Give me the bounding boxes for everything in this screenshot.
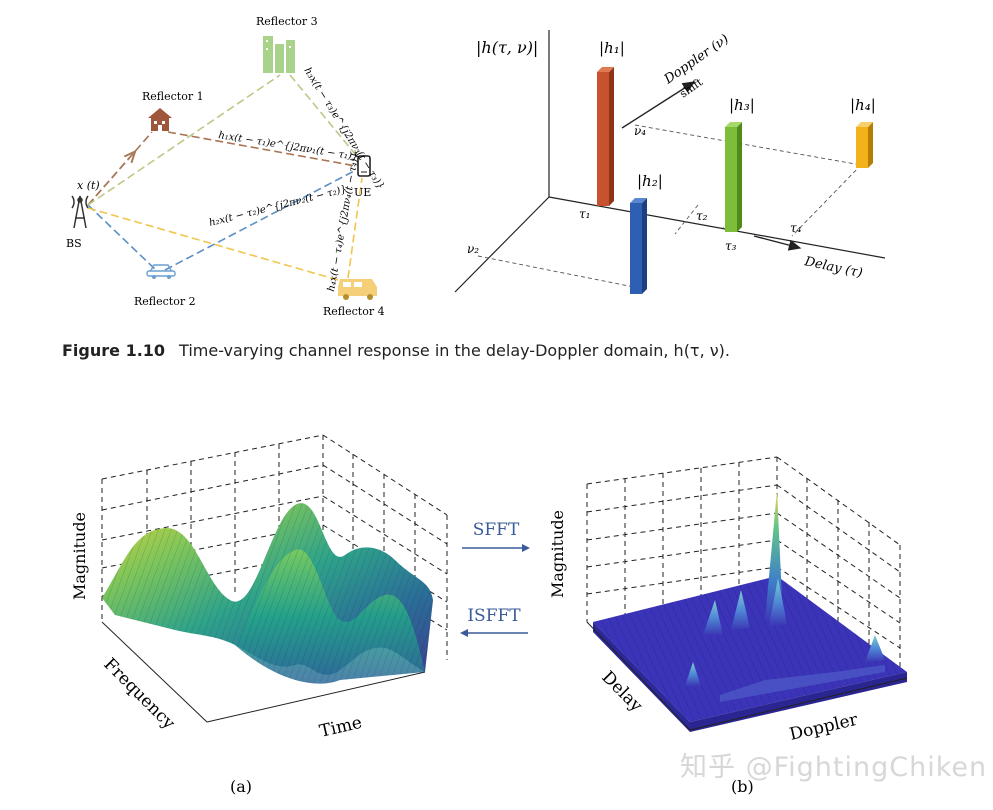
isfft-arrow — [460, 629, 528, 637]
path-label-4: h₄x(t − τ₄)e^{j2πν₄(t − τ₄)} — [326, 151, 361, 292]
base-station-icon — [71, 195, 89, 229]
delay-arrow — [753, 235, 802, 251]
path-reflector-1 — [87, 131, 357, 206]
delay-axis-label: Delay (τ) — [802, 254, 864, 281]
panel-label-b: (b) — [731, 777, 754, 796]
car-icon — [146, 264, 176, 279]
path-label-3: h₃x(t − τ₃)e^{j2πν₃(t − τ₃)} — [301, 66, 385, 192]
tau-label-3: τ₃ — [725, 239, 737, 253]
zlabel-a: Magnitude — [70, 512, 89, 600]
ylabel-b: Doppler — [788, 710, 861, 745]
isfft-label: ISFFT — [467, 606, 521, 626]
bar-label-h1: |h₁| — [599, 39, 625, 57]
z-axis-label: |h(τ, ν)| — [476, 38, 538, 57]
doppler-arrow — [621, 81, 696, 129]
sfft-arrow — [462, 544, 530, 552]
panel-label-a: (a) — [230, 777, 252, 796]
ylabel-a: Time — [318, 713, 364, 742]
delay-doppler-plot: Doppler (ν) shift Delay (τ) |h(τ, ν)| |h… — [454, 30, 886, 294]
tau-label-1: τ₁ — [579, 207, 590, 221]
figure-number: Figure 1.10 — [62, 341, 166, 360]
tau-label-2: τ₂ — [696, 209, 708, 223]
reflector-3-label: Reflector 3 — [256, 15, 318, 28]
surface-plot-a: Magnitude Frequency Time (a) — [70, 434, 448, 796]
path-reflector-2 — [87, 169, 357, 273]
path-label-1: h₁x(t − τ₁)e^{j2πν₁(t − τ₁)} — [218, 130, 359, 163]
house-icon — [148, 108, 172, 131]
zlabel-b: Magnitude — [548, 510, 567, 598]
surface-a — [102, 503, 433, 684]
path-label-2: h₂x(t − τ₂)e^{j2πν₂(t − τ₂)} — [208, 184, 348, 229]
bar-label-h3: |h₃| — [729, 96, 755, 114]
watermark: 知乎 @FightingChiken — [680, 752, 988, 783]
surface-plot-b: Magnitude Delay Doppler (b) — [548, 456, 908, 796]
axes-b — [586, 621, 908, 731]
bar-h4 — [856, 122, 873, 168]
bar-h2 — [630, 198, 647, 294]
phone-icon — [357, 155, 371, 177]
sfft-label: SFFT — [472, 520, 520, 540]
buildings-icon — [263, 36, 295, 73]
tau-label-4: τ₄ — [790, 221, 802, 235]
doppler-back-axis — [454, 196, 550, 293]
van-icon — [338, 279, 377, 300]
multipath-diagram: x (t) BS UE Reflector 1 Reflector 2 Refl… — [66, 15, 386, 318]
surface-b-peaks — [685, 490, 885, 702]
path-reflector-3 — [87, 74, 361, 206]
path-reflector-4 — [87, 177, 363, 283]
bar-h3 — [725, 122, 742, 232]
axes-a — [101, 621, 426, 723]
xlabel-a: Frequency — [99, 654, 178, 733]
reflector-2-label: Reflector 2 — [134, 295, 196, 308]
reflector-1-label: Reflector 1 — [142, 90, 204, 103]
bar-label-h4: |h₄| — [850, 96, 876, 114]
figure-caption: Figure 1.10 Time-varying channel response… — [62, 341, 730, 360]
bar-label-h2: |h₂| — [637, 172, 663, 190]
reflector-4-label: Reflector 4 — [323, 305, 385, 318]
ue-label: UE — [354, 186, 371, 199]
nu-label-4: ν₄ — [634, 124, 646, 138]
wireframe-b — [586, 456, 901, 675]
nu-label-2: ν₂ — [467, 242, 479, 256]
tx-signal-label: x (t) — [77, 179, 100, 192]
bar-h1 — [597, 67, 614, 206]
delay-axis — [548, 196, 886, 259]
caption-text: Time-varying channel response in the del… — [179, 341, 730, 360]
bs-label: BS — [66, 237, 82, 250]
surface-b-base — [593, 576, 907, 732]
